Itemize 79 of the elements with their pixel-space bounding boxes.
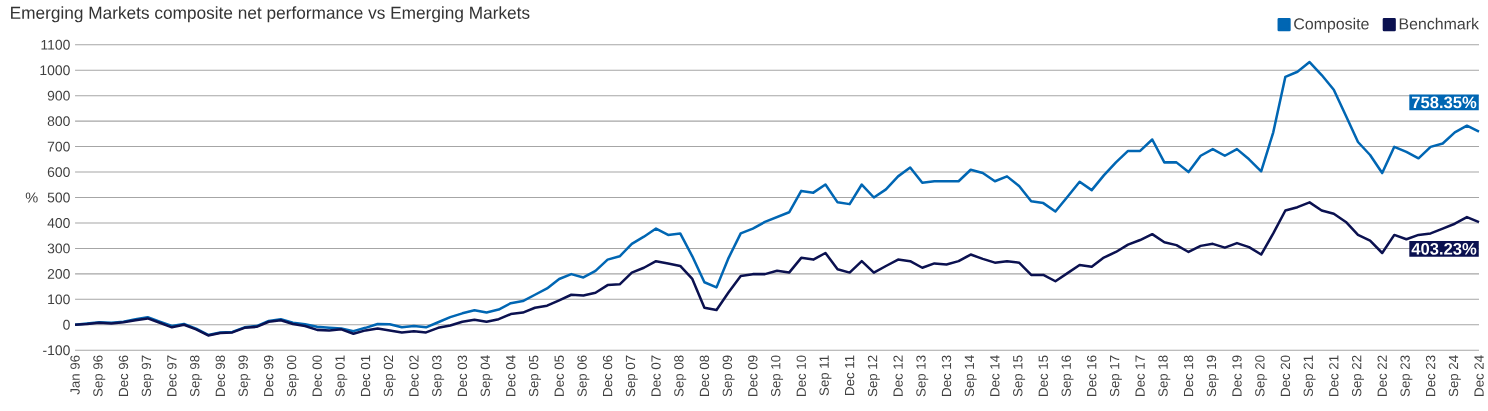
- y-tick-label: 700: [47, 141, 70, 152]
- y-tick-label: 800: [47, 116, 70, 127]
- y-tick-label: 1100: [41, 39, 70, 50]
- y-tick-label: 0: [63, 319, 70, 330]
- x-tick-label: Dec 04: [506, 355, 516, 396]
- legend-label: Composite: [1294, 17, 1369, 33]
- x-tick-label: Sep 07: [625, 355, 638, 397]
- x-tick-label: Sep 15: [1013, 355, 1026, 397]
- x-tick-label: Sep 10: [771, 355, 784, 397]
- y-axis-title: %: [25, 192, 38, 203]
- x-tick-label: Sep 03: [432, 355, 445, 397]
- x-tick-label: Sep 12: [867, 355, 880, 397]
- x-tick-label: Sep 20: [1255, 355, 1268, 397]
- x-tick-label: Sep 02: [383, 355, 396, 397]
- x-tick-label: Sep 99: [238, 355, 251, 397]
- x-tick-label: Dec 24: [1474, 355, 1484, 396]
- y-tick-label: 400: [47, 218, 70, 228]
- x-tick-label: Sep 04: [480, 355, 493, 397]
- x-tick-label: Sep 97: [141, 355, 154, 397]
- x-tick-label: Sep 14: [964, 355, 977, 397]
- x-tick-label: Sep 98: [190, 355, 203, 397]
- x-tick-label: Dec 18: [1183, 355, 1194, 396]
- y-tick-label: 1000: [40, 65, 70, 76]
- y-tick-label: 900: [47, 90, 70, 101]
- x-tick-label: Dec 16: [1087, 355, 1097, 396]
- x-tick-label: Dec 08: [699, 355, 710, 396]
- x-tick-label: Sep 00: [286, 355, 299, 397]
- x-tick-label: Sep 24: [1448, 355, 1461, 397]
- x-tick-label: Sep 13: [916, 355, 929, 397]
- chart-title: Emerging Markets composite net performance vs Emerging Markets: [11, 6, 530, 23]
- x-tick-label: Sep 16: [1061, 355, 1074, 397]
- x-tick-label: Dec 22: [1377, 355, 1387, 396]
- data-label: 403.23%: [1411, 243, 1477, 255]
- data-label: 758.35%: [1412, 96, 1477, 109]
- x-tick-label: Sep 22: [1351, 355, 1364, 397]
- x-tick-label: Sep 01: [335, 355, 348, 397]
- x-tick-label: Dec 21: [1329, 355, 1339, 396]
- x-tick-label: Dec 06: [602, 355, 613, 396]
- x-tick-label: Sep 19: [1206, 355, 1219, 397]
- x-tick-label: Sep 21: [1303, 355, 1316, 397]
- x-tick-label: Dec 97: [167, 355, 177, 396]
- x-tick-label: Jan 96: [70, 355, 80, 395]
- y-tick-label: 100: [48, 294, 70, 305]
- x-tick-label: Dec 07: [651, 355, 661, 396]
- x-tick-label: Dec 02: [409, 355, 419, 396]
- x-tick-label: Dec 17: [1135, 355, 1145, 396]
- line-series: [73, 201, 1481, 337]
- y-tick-label: 200: [47, 268, 70, 279]
- y-tick-label: 500: [47, 192, 70, 203]
- x-tick-label: Sep 08: [674, 355, 687, 397]
- x-tick-label: Sep 23: [1400, 355, 1413, 397]
- x-tick-label: Dec 14: [990, 355, 1000, 396]
- x-tick-label: Sep 05: [528, 355, 541, 397]
- legend-label: Benchmark: [1399, 17, 1480, 30]
- y-tick-label: 600: [47, 167, 70, 178]
- x-tick-label: Dec 99: [264, 355, 274, 396]
- x-tick-label: Dec 96: [118, 355, 129, 396]
- x-tick-label: Dec 19: [1232, 355, 1242, 396]
- x-tick-label: Dec 20: [1280, 355, 1291, 396]
- x-tick-label: Dec 10: [796, 355, 806, 396]
- x-tick-label: Sep 06: [577, 355, 590, 397]
- x-tick-label: Dec 13: [941, 355, 952, 396]
- x-tick-label: Sep 18: [1158, 355, 1171, 397]
- x-tick-label: Dec 12: [893, 355, 903, 396]
- x-tick-label: Dec 03: [457, 355, 468, 396]
- x-tick-label: Sep 17: [1109, 355, 1122, 397]
- x-tick-label: Dec 23: [1425, 355, 1436, 396]
- y-tick-label: -100: [43, 345, 70, 356]
- x-tick-label: Dec 15: [1038, 355, 1048, 396]
- y-tick-label: 300: [47, 243, 70, 254]
- x-tick-label: Sep 11: [819, 355, 832, 396]
- x-tick-label: Dec 05: [554, 355, 564, 396]
- x-tick-label: Sep 96: [93, 355, 106, 397]
- x-tick-label: Dec 09: [748, 355, 758, 396]
- x-tick-label: Dec 98: [215, 355, 225, 396]
- x-tick-label: Sep 09: [722, 355, 735, 397]
- x-tick-label: Dec 01: [360, 355, 371, 396]
- x-tick-label: Dec 11: [845, 355, 855, 395]
- x-tick-label: Dec 00: [312, 355, 322, 396]
